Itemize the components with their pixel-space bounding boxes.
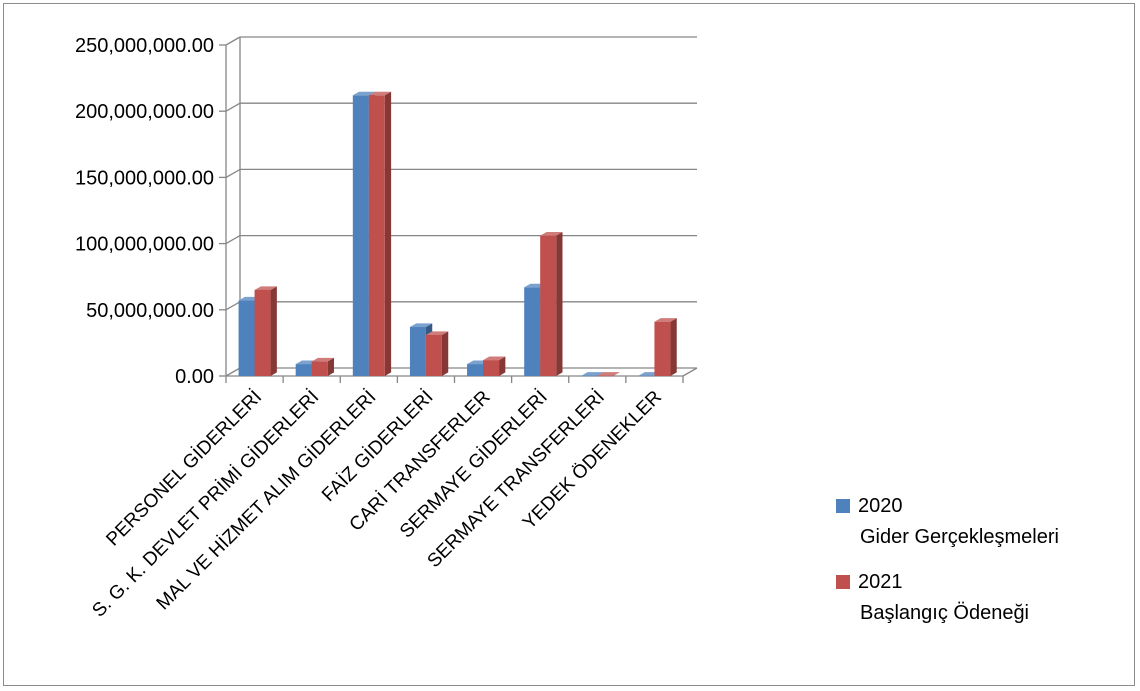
bar-top (425, 331, 449, 335)
bar-2021 (597, 372, 620, 377)
bar-top (654, 318, 677, 322)
bar-2021 (425, 331, 449, 376)
bars (238, 91, 677, 377)
bar-2021 (483, 356, 506, 376)
bar-top (409, 323, 433, 328)
bar-top (352, 91, 376, 96)
gridline-depth (225, 367, 241, 377)
bar-front (597, 375, 614, 377)
bar-side (327, 357, 334, 376)
legend: 2020 Gider Gerçekleşmeleri 2021 Başlangıç Ö… (836, 495, 1059, 624)
bar-2021 (254, 286, 277, 376)
y-tick-label: 250,000,000.00 (75, 35, 214, 57)
bar-front (581, 375, 598, 377)
legend-swatch (836, 575, 850, 589)
x-category-label: S. G. K. DEVLET PRİMİ GİDERLERİ (88, 387, 323, 622)
bar-2021 (654, 318, 677, 376)
bar-front (311, 361, 328, 376)
bar-front (295, 364, 312, 376)
bar-front (540, 235, 557, 376)
bar-front (638, 375, 655, 377)
bar-top (311, 357, 334, 362)
gridline-depth (225, 235, 241, 245)
y-tick-label: 150,000,000.00 (75, 167, 214, 189)
gridline-depth (225, 102, 241, 112)
bar-front (483, 360, 500, 376)
bar-front (352, 95, 369, 376)
bar-top (581, 372, 604, 376)
y-tick-label: 50,000,000.00 (86, 300, 214, 322)
floor-edge (682, 367, 698, 377)
legend-label: 2020 (858, 495, 903, 517)
axes (219, 37, 698, 383)
bar-front (467, 364, 484, 376)
chart-frame (3, 3, 1135, 686)
bar-2021 (540, 232, 563, 376)
gridline-depth (225, 36, 241, 46)
bar-front (254, 289, 271, 376)
y-tick-label: 100,000,000.00 (75, 234, 214, 256)
legend-label: Başlangıç Ödeneği (860, 602, 1029, 624)
legend-item-2021: 2021 Başlangıç Ödeneği (836, 571, 1029, 624)
grid-lines (225, 36, 697, 377)
bar-side (499, 356, 506, 376)
bar-front (368, 95, 385, 376)
gridline-depth (225, 301, 241, 311)
bar-top (597, 372, 620, 376)
x-category-label: MAL VE HİZMET ALIM GİDERLERİ (153, 387, 381, 615)
gridline-depth (225, 168, 241, 178)
legend-item-2020: 2020 Gider Gerçekleşmeleri (836, 495, 1059, 548)
bar-front (524, 287, 541, 376)
y-tick-labels: 0.00 50,000,000.00 100,000,000.00 150,000,0… (75, 35, 214, 388)
bar-top (483, 356, 506, 361)
y-tick-label: 0.00 (175, 366, 214, 388)
legend-swatch (836, 499, 850, 513)
bar-side (613, 372, 620, 376)
bar-side (670, 318, 677, 376)
bar-front (425, 334, 442, 376)
bar-front (409, 327, 426, 376)
legend-label: 2021 (858, 571, 903, 593)
bar-front (238, 300, 255, 376)
bar-top (540, 232, 563, 236)
bar-top (254, 286, 277, 290)
y-tick-label: 200,000,000.00 (75, 101, 214, 123)
bar-side (270, 286, 277, 376)
bar-side (556, 232, 563, 376)
bar-2021 (311, 357, 334, 376)
bar-top (368, 91, 392, 96)
bar-side (384, 91, 392, 376)
legend-label: Gider Gerçekleşmeleri (860, 526, 1059, 548)
bar-2021 (368, 91, 392, 376)
bar-front (654, 321, 671, 376)
bar-side (441, 331, 449, 376)
